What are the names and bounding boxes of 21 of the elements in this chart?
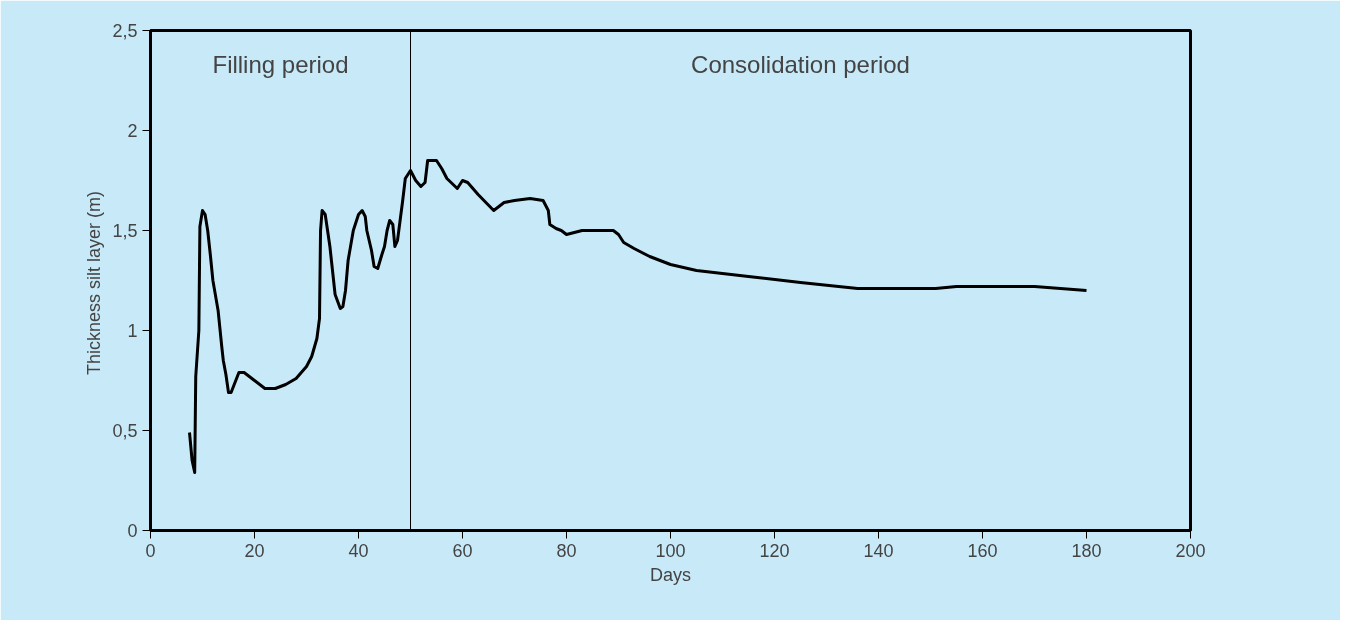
x-tick-label: 100 — [655, 540, 686, 561]
x-tick-label: 80 — [556, 540, 577, 561]
x-tick-label: 0 — [145, 540, 156, 561]
annotation: Consolidation period — [691, 50, 910, 78]
y-axis-title: Thickness silt layer (m) — [84, 190, 105, 376]
x-tick-label: 40 — [348, 540, 369, 561]
annotation: Filling period — [212, 50, 349, 78]
y-tick-label: 2 — [127, 121, 138, 141]
y-tick-label: 1 — [127, 321, 138, 341]
y-tick-label: 2,5 — [112, 21, 138, 41]
x-tick-label: 140 — [863, 540, 894, 561]
x-tick-label: 180 — [1071, 540, 1102, 561]
y-tick-label: 0,5 — [112, 421, 138, 441]
y-tick-label: 1,5 — [112, 221, 138, 241]
x-tick-label: 200 — [1175, 540, 1206, 561]
x-tick-label: 120 — [759, 540, 790, 561]
y-tick-label: 0 — [127, 521, 138, 541]
x-axis-title: Days — [650, 564, 692, 585]
x-tick-label: 160 — [967, 540, 998, 561]
x-tick-label: 60 — [452, 540, 473, 561]
x-tick-label: 20 — [244, 540, 265, 561]
